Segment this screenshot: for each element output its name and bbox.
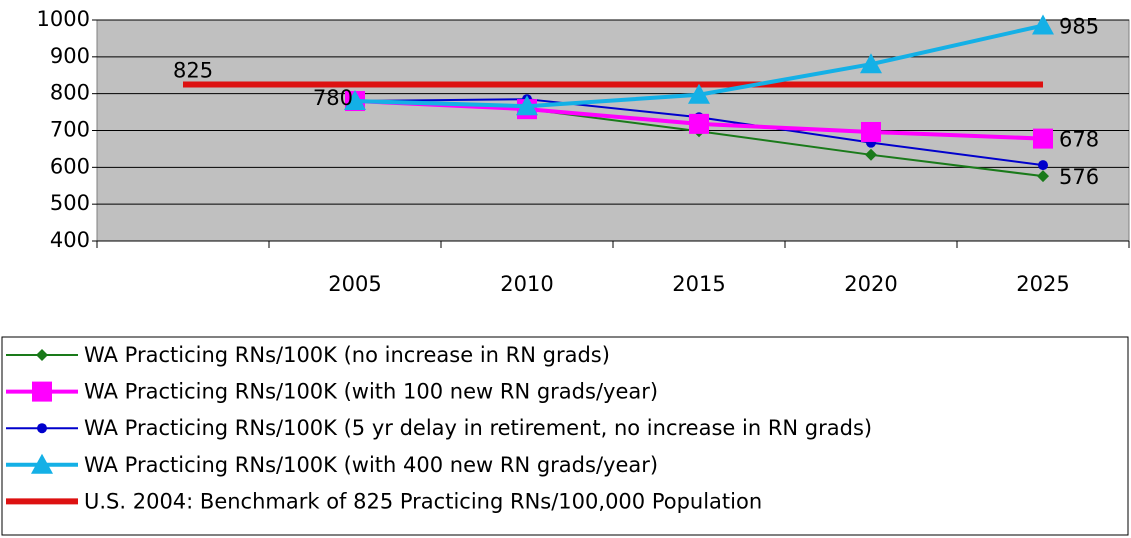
marker [861,121,881,142]
marker [37,423,47,434]
legend-label: U.S. 2004: Benchmark of 825 Practicing R… [84,489,762,513]
marker [860,53,882,74]
x-tick-label: 2010 [500,272,553,296]
y-tick-label: 400 [50,228,90,252]
legend-label: WA Practicing RNs/100K (with 400 new RN … [84,453,658,477]
x-tick-label: 2020 [844,272,897,296]
data-label: 576 [1059,165,1099,189]
marker [516,95,538,116]
y-tick-label: 1000 [37,7,90,31]
marker [865,148,877,161]
marker [31,453,53,474]
data-label: 985 [1059,15,1099,39]
marker [689,113,709,134]
x-tick-label: 2015 [672,272,725,296]
data-label: 780 [313,86,353,110]
marker [36,349,48,361]
y-tick-label: 900 [50,44,90,68]
marker [1037,170,1049,183]
data-label: 678 [1059,128,1099,152]
y-tick-label: 600 [50,154,90,178]
data-label: 825 [173,58,213,82]
legend-box [1,336,1129,536]
marker [688,83,710,104]
y-tick-label: 800 [50,81,90,105]
x-tick-label: 2005 [328,272,381,296]
y-tick-label: 500 [50,191,90,215]
marker [1038,160,1048,171]
marker [1033,128,1053,149]
x-tick-label: 2025 [1016,272,1069,296]
marker [32,381,52,402]
legend-label: WA Practicing RNs/100K (no increase in R… [84,343,610,367]
marker [344,90,366,111]
y-tick-label: 700 [50,118,90,142]
legend-label: WA Practicing RNs/100K (5 yr delay in re… [84,416,872,440]
legend-label: WA Practicing RNs/100K (with 100 new RN … [84,380,658,404]
marker [1032,14,1054,35]
